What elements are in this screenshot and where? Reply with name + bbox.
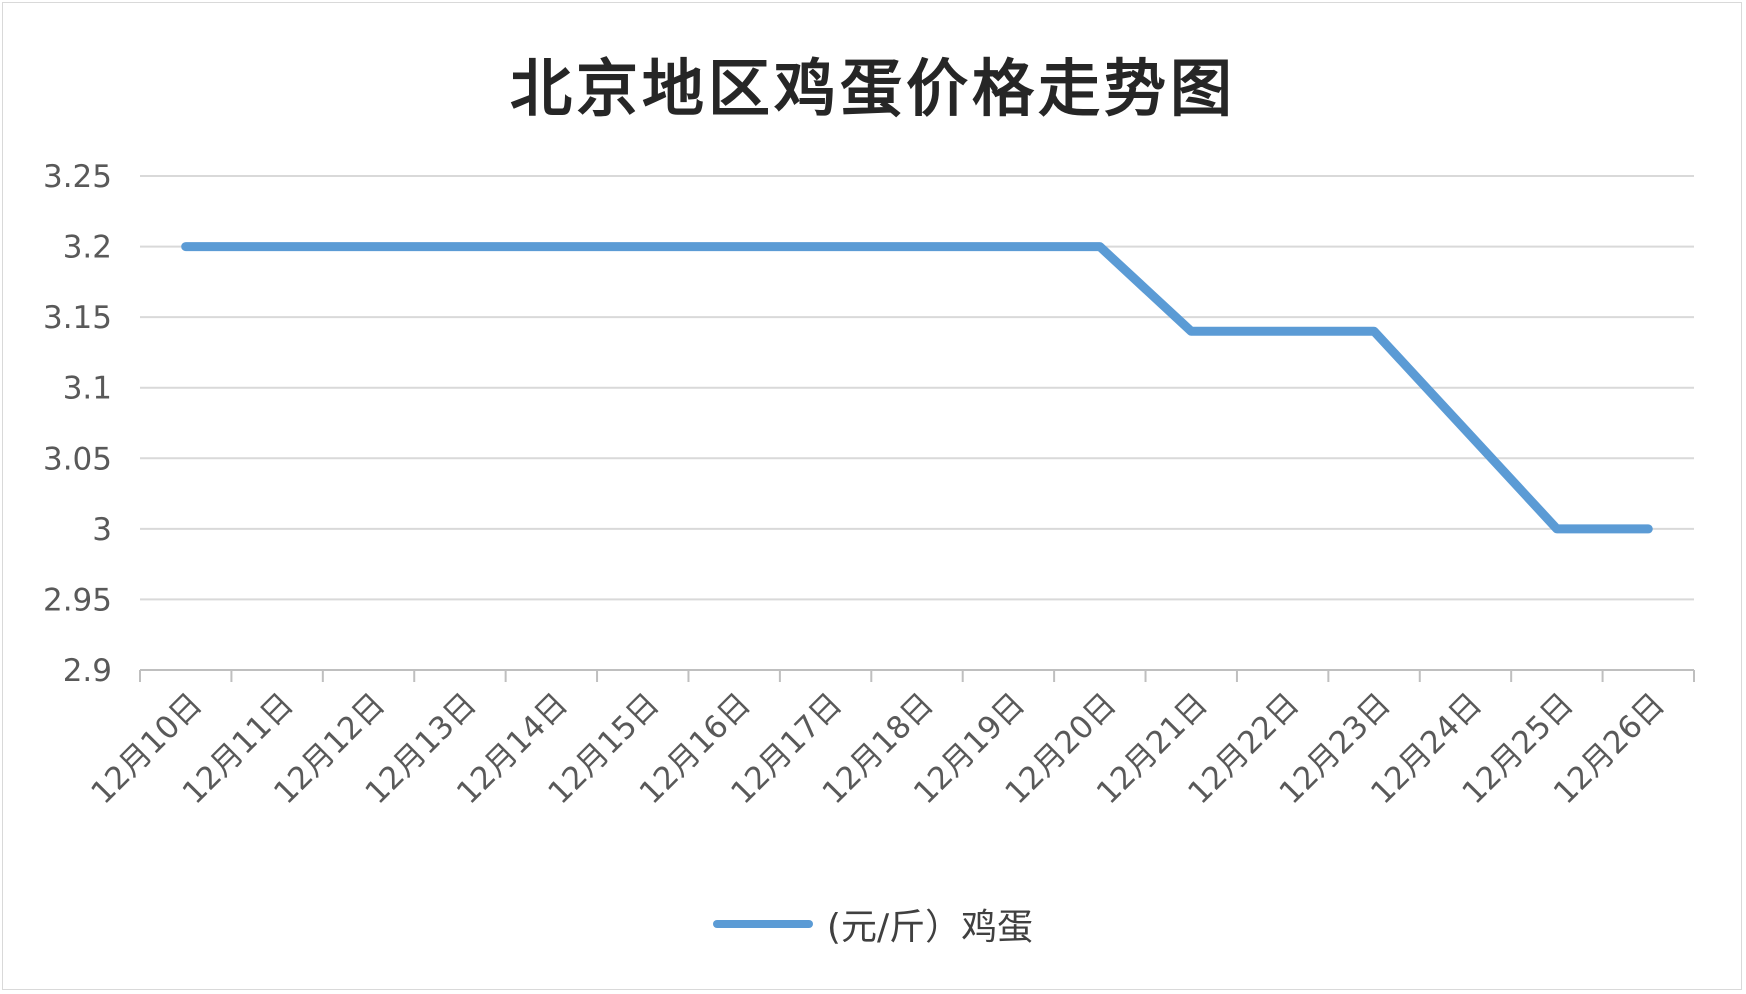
y-tick-label: 3 — [92, 512, 112, 548]
y-tick-label: 3.25 — [43, 159, 112, 195]
legend: (元/斤）鸡蛋 — [0, 898, 1746, 950]
chart-title: 北京地区鸡蛋价格走势图 — [509, 52, 1236, 125]
y-tick-label: 3.05 — [43, 441, 112, 477]
y-tick-label: 3.15 — [43, 300, 112, 336]
y-tick-label: 3.1 — [63, 371, 112, 407]
y-tick-label: 2.9 — [63, 653, 112, 689]
y-tick-label: 2.95 — [43, 582, 112, 618]
legend-label: (元/斤）鸡蛋 — [826, 907, 1034, 948]
legend-swatch — [712, 920, 813, 928]
y-tick-label: 3.2 — [63, 230, 112, 266]
